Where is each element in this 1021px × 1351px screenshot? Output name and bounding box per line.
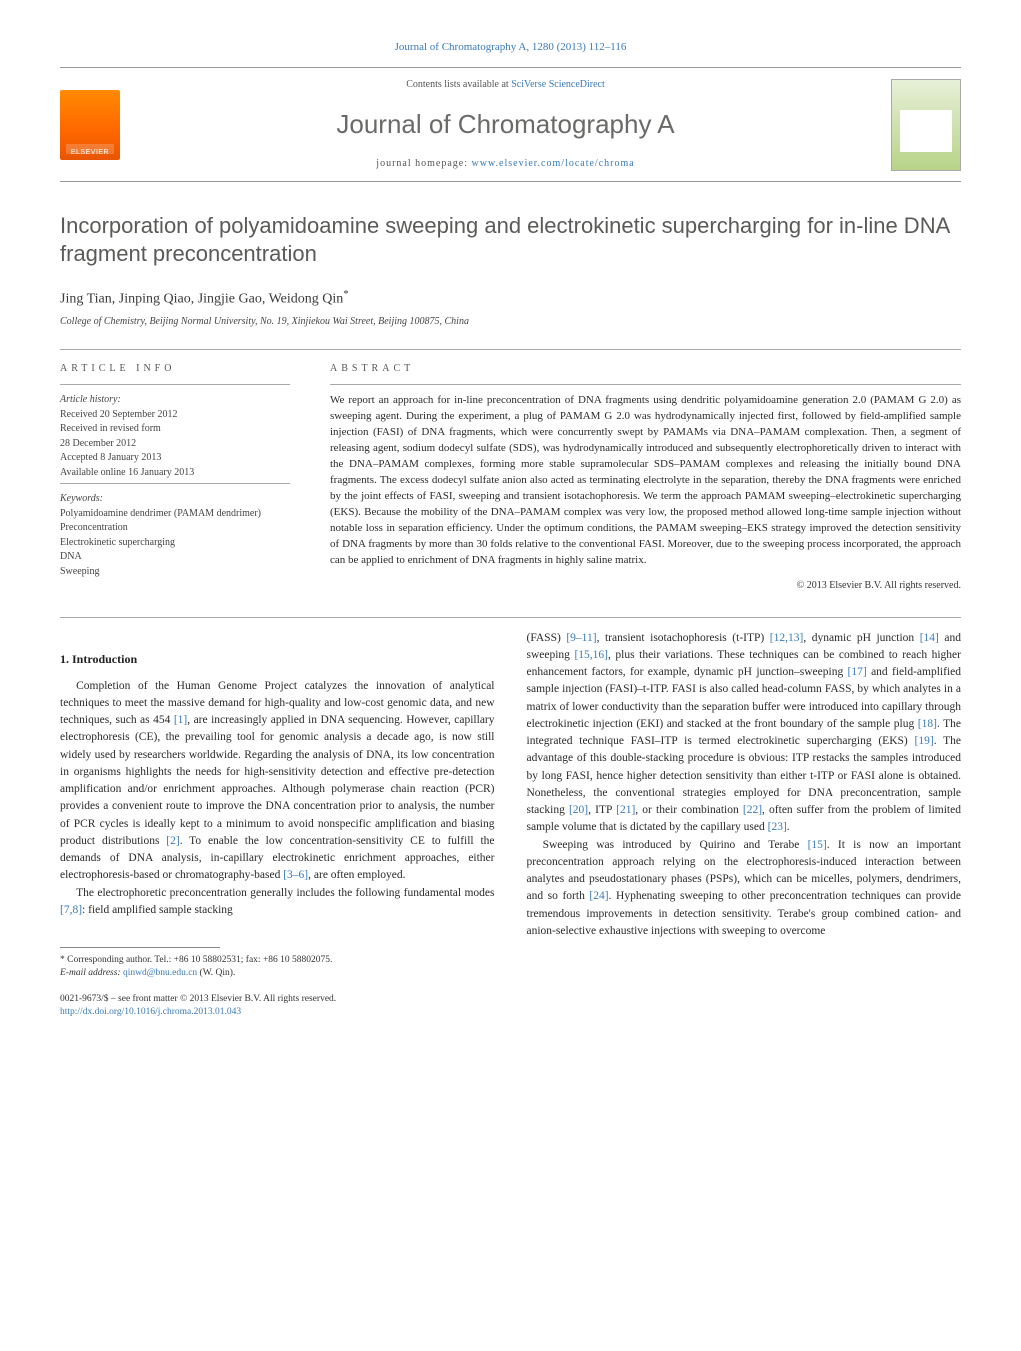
corresponding-mark: * bbox=[343, 288, 349, 300]
divider bbox=[330, 384, 961, 385]
affiliation: College of Chemistry, Beijing Normal Uni… bbox=[60, 315, 961, 329]
journal-title: Journal of Chromatography A bbox=[140, 106, 871, 142]
keywords-block: Keywords: Polyamidoamine dendrimer (PAMA… bbox=[60, 492, 290, 578]
body-text-run: . bbox=[787, 821, 790, 833]
article-info-label: ARTICLE INFO bbox=[60, 362, 290, 376]
citation-link[interactable]: [18] bbox=[918, 718, 937, 730]
body-paragraph: Completion of the Human Genome Project c… bbox=[60, 678, 495, 885]
body-text-run: , are often employed. bbox=[308, 869, 405, 881]
keyword: Polyamidoamine dendrimer (PAMAM dendrime… bbox=[60, 507, 290, 521]
history-revised-line2: 28 December 2012 bbox=[60, 437, 290, 451]
citation-link[interactable]: [12,13] bbox=[770, 632, 804, 644]
citation-link[interactable]: [2] bbox=[166, 835, 179, 847]
citation-link[interactable]: [3–6] bbox=[283, 869, 308, 881]
abstract-copyright: © 2013 Elsevier B.V. All rights reserved… bbox=[330, 579, 961, 593]
homepage-line: journal homepage: www.elsevier.com/locat… bbox=[140, 157, 871, 171]
section-heading-intro: 1. Introduction bbox=[60, 650, 495, 668]
doi-link[interactable]: http://dx.doi.org/10.1016/j.chroma.2013.… bbox=[60, 1007, 241, 1017]
divider bbox=[60, 483, 290, 484]
abstract-label: ABSTRACT bbox=[330, 362, 961, 376]
keyword: DNA bbox=[60, 550, 290, 564]
citation-link[interactable]: [24] bbox=[589, 890, 608, 902]
citation-link[interactable]: [19] bbox=[915, 735, 934, 747]
journal-cover-thumbnail bbox=[891, 79, 961, 171]
body-text-run: , are increasingly applied in DNA sequen… bbox=[60, 714, 495, 847]
email-label: E-mail address: bbox=[60, 968, 123, 978]
homepage-link[interactable]: www.elsevier.com/locate/chroma bbox=[472, 158, 635, 169]
citation-link[interactable]: [21] bbox=[616, 804, 635, 816]
citation-link[interactable]: [23] bbox=[768, 821, 787, 833]
citation-link[interactable]: [1] bbox=[174, 714, 187, 726]
body-text-run: , transient isotachophoresis (t-ITP) bbox=[597, 632, 770, 644]
corr-author-line: * Corresponding author. Tel.: +86 10 588… bbox=[60, 954, 495, 967]
citation-link[interactable]: [14] bbox=[920, 632, 939, 644]
body-text-run: , dynamic pH junction bbox=[803, 632, 919, 644]
body-text-run: , ITP bbox=[588, 804, 616, 816]
sciencedirect-link[interactable]: SciVerse ScienceDirect bbox=[511, 79, 605, 90]
body-text-run: Sweeping was introduced by Quirino and T… bbox=[543, 839, 808, 851]
divider bbox=[60, 384, 290, 385]
citation-link[interactable]: [17] bbox=[848, 666, 867, 678]
keywords-label: Keywords: bbox=[60, 492, 290, 506]
citation-link[interactable]: [15] bbox=[808, 839, 827, 851]
citation-link[interactable]: [7,8] bbox=[60, 904, 82, 916]
contents-available-line: Contents lists available at SciVerse Sci… bbox=[140, 78, 871, 92]
corresponding-author-footnote: * Corresponding author. Tel.: +86 10 588… bbox=[60, 954, 495, 981]
keyword: Sweeping bbox=[60, 565, 290, 579]
body-text-run: : field amplified sample stacking bbox=[82, 904, 233, 916]
article-history: Article history: Received 20 September 2… bbox=[60, 393, 290, 479]
author-list: Jing Tian, Jinping Qiao, Jingjie Gao, We… bbox=[60, 287, 961, 309]
history-accepted: Accepted 8 January 2013 bbox=[60, 451, 290, 465]
issn-line: 0021-9673/$ – see front matter © 2013 El… bbox=[60, 993, 495, 1006]
publisher-logo: ELSEVIER bbox=[60, 90, 120, 160]
history-received: Received 20 September 2012 bbox=[60, 408, 290, 422]
citation-link[interactable]: [15,16] bbox=[574, 649, 608, 661]
body-paragraph: (FASS) [9–11], transient isotachophoresi… bbox=[527, 630, 962, 837]
abstract-column: ABSTRACT We report an approach for in-li… bbox=[330, 362, 961, 592]
article-meta-row: ARTICLE INFO Article history: Received 2… bbox=[60, 362, 961, 592]
divider bbox=[60, 349, 961, 350]
abstract-text: We report an approach for in-line precon… bbox=[330, 393, 961, 568]
body-paragraph: Sweeping was introduced by Quirino and T… bbox=[527, 837, 962, 941]
bottom-copyright-block: 0021-9673/$ – see front matter © 2013 El… bbox=[60, 993, 495, 1020]
publisher-logo-text: ELSEVIER bbox=[60, 148, 120, 158]
history-label: Article history: bbox=[60, 393, 290, 407]
email-link[interactable]: qinwd@bnu.edu.cn bbox=[123, 968, 197, 978]
authors-text: Jing Tian, Jinping Qiao, Jingjie Gao, We… bbox=[60, 292, 343, 307]
corr-email-line: E-mail address: qinwd@bnu.edu.cn (W. Qin… bbox=[60, 967, 495, 980]
keyword: Electrokinetic supercharging bbox=[60, 536, 290, 550]
journal-reference: Journal of Chromatography A, 1280 (2013)… bbox=[60, 40, 961, 55]
body-text-run: (FASS) bbox=[527, 632, 567, 644]
footnote-separator bbox=[60, 947, 220, 948]
citation-link[interactable]: [22] bbox=[743, 804, 762, 816]
email-suffix: (W. Qin). bbox=[197, 968, 235, 978]
body-text: 1. Introduction Completion of the Human … bbox=[60, 630, 961, 1020]
masthead-center: Contents lists available at SciVerse Sci… bbox=[120, 78, 891, 170]
body-text-run: The electrophoretic preconcentration gen… bbox=[76, 887, 494, 899]
citation-link[interactable]: [20] bbox=[569, 804, 588, 816]
history-online: Available online 16 January 2013 bbox=[60, 466, 290, 480]
contents-prefix: Contents lists available at bbox=[406, 79, 511, 90]
homepage-prefix: journal homepage: bbox=[376, 158, 471, 169]
divider bbox=[60, 617, 961, 618]
body-text-run: , or their combination bbox=[635, 804, 743, 816]
article-title: Incorporation of polyamidoamine sweeping… bbox=[60, 212, 961, 269]
masthead: ELSEVIER Contents lists available at Sci… bbox=[60, 67, 961, 181]
article-info-column: ARTICLE INFO Article history: Received 2… bbox=[60, 362, 290, 592]
keyword: Preconcentration bbox=[60, 521, 290, 535]
history-revised-line1: Received in revised form bbox=[60, 422, 290, 436]
citation-link[interactable]: [9–11] bbox=[566, 632, 596, 644]
body-paragraph: The electrophoretic preconcentration gen… bbox=[60, 885, 495, 920]
